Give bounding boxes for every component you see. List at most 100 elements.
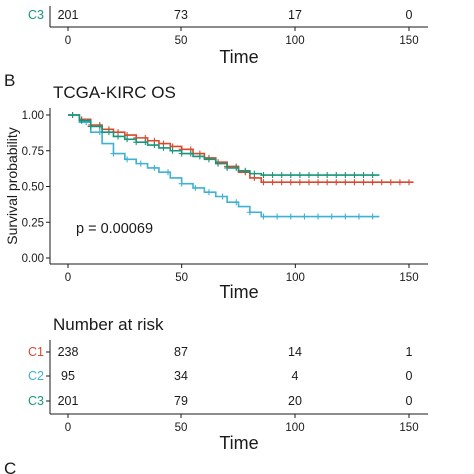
censor-mark-c3 xyxy=(115,133,122,140)
censor-mark-c2 xyxy=(178,180,185,187)
p-value-annotation: p = 0.00069 xyxy=(76,221,153,237)
top-risk-value: 0 xyxy=(406,8,413,22)
censor-mark-c3 xyxy=(160,144,167,151)
risk-value: 79 xyxy=(174,394,188,408)
top-xtick-label: 100 xyxy=(285,35,304,47)
panel-letter-b: B xyxy=(4,71,15,90)
censor-mark-c3 xyxy=(224,164,231,171)
censor-mark-c2 xyxy=(205,189,212,196)
censor-mark-c3 xyxy=(369,172,376,179)
risk-table-title: Number at risk xyxy=(53,315,164,334)
risk-value: 1 xyxy=(406,345,413,359)
censor-mark-c3 xyxy=(278,172,285,179)
risk-value: 0 xyxy=(406,369,413,383)
x-tick-label: 100 xyxy=(286,272,305,284)
survival-curve-c2 xyxy=(68,114,380,218)
survival-curve-c1 xyxy=(68,114,414,184)
risk-x-tick-label: 100 xyxy=(285,422,304,434)
risk-value: 4 xyxy=(292,369,299,383)
censor-mark-c3 xyxy=(133,139,140,146)
censor-mark-c1 xyxy=(324,179,331,186)
y-tick-label: 1.00 xyxy=(22,110,44,122)
censor-mark-c3 xyxy=(87,123,94,130)
censor-mark-c2 xyxy=(315,213,322,220)
censor-mark-c2 xyxy=(192,184,199,191)
censor-mark-c2 xyxy=(219,193,226,200)
censor-mark-c1 xyxy=(351,179,358,186)
x-tick-label: 50 xyxy=(175,272,188,284)
censor-mark-c1 xyxy=(260,179,267,186)
censor-mark-c2 xyxy=(301,213,308,220)
censor-mark-c2 xyxy=(328,213,335,220)
censor-mark-c3 xyxy=(305,172,312,179)
risk-value: 14 xyxy=(288,345,302,359)
censor-mark-c3 xyxy=(178,150,185,157)
censor-mark-c3 xyxy=(315,172,322,179)
y-tick-label: 0.75 xyxy=(22,146,44,158)
censor-mark-c3 xyxy=(287,172,294,179)
chart-title: TCGA-KIRC OS xyxy=(53,83,176,102)
censor-mark-c1 xyxy=(369,179,376,186)
censor-mark-c2 xyxy=(274,213,281,220)
censor-mark-c2 xyxy=(137,160,144,167)
y-tick-label: 0.00 xyxy=(22,253,44,265)
top-risk-group-label: C3 xyxy=(28,8,44,22)
top-risk-value: 201 xyxy=(58,8,79,22)
y-tick-label: 0.50 xyxy=(22,182,44,194)
risk-x-tick-label: 50 xyxy=(175,422,188,434)
censor-mark-c3 xyxy=(333,172,340,179)
y-tick-label: 0.25 xyxy=(22,217,44,229)
risk-value: 0 xyxy=(406,394,413,408)
censor-mark-c2 xyxy=(369,213,376,220)
censor-mark-c2 xyxy=(233,199,240,206)
censor-mark-c2 xyxy=(287,213,294,220)
survival-curve-c3 xyxy=(68,114,380,176)
censor-mark-c3 xyxy=(215,160,222,167)
x-tick-label: 150 xyxy=(399,272,418,284)
censor-mark-c3 xyxy=(296,172,303,179)
risk-value: 87 xyxy=(174,345,188,359)
risk-group-label: C3 xyxy=(28,394,44,408)
censor-mark-c1 xyxy=(315,179,322,186)
censor-mark-c3 xyxy=(242,167,249,174)
censor-mark-c2 xyxy=(124,156,131,163)
censor-mark-c1 xyxy=(378,179,385,186)
censor-mark-c1 xyxy=(387,179,394,186)
risk-x-tick-label: 150 xyxy=(399,422,418,434)
y-axis-title: Survival probability xyxy=(4,127,20,245)
censor-mark-c3 xyxy=(69,112,76,118)
censor-mark-c2 xyxy=(151,164,158,171)
censor-mark-c2 xyxy=(165,169,172,176)
censor-mark-c3 xyxy=(269,172,276,179)
censor-mark-c3 xyxy=(142,139,149,146)
risk-group-label: C2 xyxy=(28,369,44,383)
x-axis-title: Time xyxy=(219,282,258,302)
censor-mark-c3 xyxy=(96,123,103,130)
censor-mark-c3 xyxy=(360,172,367,179)
risk-value: 238 xyxy=(58,345,79,359)
censor-mark-c3 xyxy=(342,172,349,179)
censor-mark-c1 xyxy=(360,179,367,186)
censor-mark-c3 xyxy=(324,172,331,179)
censor-mark-c3 xyxy=(187,150,194,157)
censor-mark-c1 xyxy=(396,179,403,186)
risk-table: C1 238 87 14 1 C2 95 34 4 0 C3 201 79 20 0 0 50 100 150 xyxy=(28,340,428,434)
censor-mark-c3 xyxy=(124,136,131,143)
censor-mark-c1 xyxy=(406,179,412,186)
censor-mark-c3 xyxy=(169,147,176,154)
x-tick-label: 0 xyxy=(65,272,71,284)
panel-letter-c: C xyxy=(4,459,16,474)
risk-x-axis-title: Time xyxy=(219,433,258,453)
top-risk-value: 17 xyxy=(288,8,302,22)
top-risk-fragment: C3 201 73 17 0 0 50 100 150 Time xyxy=(28,6,428,67)
risk-value: 95 xyxy=(61,369,75,383)
censor-mark-c3 xyxy=(196,153,203,160)
censor-mark-c2 xyxy=(110,150,117,157)
censor-mark-c2 xyxy=(342,213,349,220)
censor-mark-c1 xyxy=(305,179,312,186)
censor-mark-c1 xyxy=(287,179,294,186)
censor-mark-c1 xyxy=(342,179,349,186)
risk-group-label: C1 xyxy=(28,345,44,359)
top-xaxis-title: Time xyxy=(219,47,258,67)
